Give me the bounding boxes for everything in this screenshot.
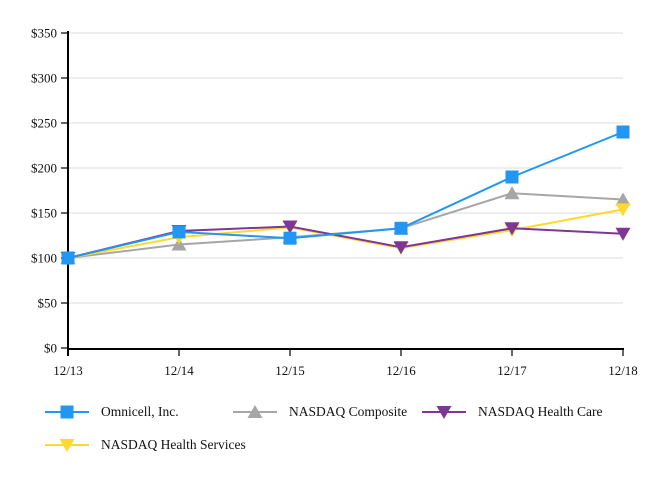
legend-label-nasdaq-composite: NASDAQ Composite bbox=[289, 404, 408, 419]
y-axis-label: $250 bbox=[31, 116, 57, 131]
x-axis-label: 12/18 bbox=[608, 363, 638, 378]
y-axis-label: $100 bbox=[31, 251, 57, 266]
legend-marker-glyph bbox=[233, 405, 277, 418]
x-axis-label: 12/15 bbox=[275, 363, 305, 378]
chart-legend: Omnicell, Inc. NASDAQ Composite NASDAQ H… bbox=[0, 0, 654, 452]
data-point-nasdaq-health-services bbox=[615, 203, 631, 217]
series-line-omnicell-inc bbox=[67, 131, 624, 259]
data-point-omnicell-inc bbox=[283, 231, 297, 245]
legend-marker-glyph bbox=[45, 439, 89, 452]
legend-glyph bbox=[247, 405, 263, 418]
legend-label-omnicell: Omnicell, Inc. bbox=[101, 404, 179, 419]
data-point-nasdaq-composite bbox=[615, 192, 631, 206]
legend-marker-nasdaq-health-services bbox=[45, 437, 89, 453]
legend-glyph bbox=[436, 406, 452, 419]
data-point-omnicell-inc bbox=[505, 170, 519, 184]
y-axis-label: $200 bbox=[31, 161, 57, 176]
legend-marker-glyph bbox=[45, 405, 89, 419]
data-point-omnicell-inc bbox=[394, 221, 408, 235]
series-nasdaq-composite bbox=[60, 186, 631, 264]
x-axis-label: 12/16 bbox=[386, 363, 416, 378]
legend-label-nasdaq-health-services: NASDAQ Health Services bbox=[101, 437, 246, 452]
stock-performance-chart: $0 $50 $100 $150 $200 $250 $300 $350 12/13 12/14 1… bbox=[31, 26, 638, 379]
x-axis-label: 12/14 bbox=[164, 363, 194, 378]
y-axis-label: $50 bbox=[38, 296, 58, 311]
legend-marker-omnicell bbox=[45, 404, 89, 420]
data-point-nasdaq-health-care bbox=[615, 227, 631, 241]
legend-item-omnicell: Omnicell, Inc. bbox=[45, 402, 179, 422]
data-point-nasdaq-health-care bbox=[504, 222, 520, 236]
x-axis-label: 12/13 bbox=[53, 363, 83, 378]
legend-marker-nasdaq-composite bbox=[233, 404, 277, 420]
legend-glyph bbox=[59, 439, 75, 452]
y-axis-label: $350 bbox=[31, 26, 57, 41]
legend-marker-glyph bbox=[422, 406, 466, 419]
data-point-omnicell-inc bbox=[61, 251, 75, 265]
legend-label-nasdaq-health-care: NASDAQ Health Care bbox=[478, 404, 603, 419]
data-point-nasdaq-composite bbox=[504, 186, 520, 200]
y-axis-label: $0 bbox=[44, 341, 57, 356]
data-point-omnicell-inc bbox=[172, 225, 186, 239]
data-point-nasdaq-health-care bbox=[393, 241, 409, 255]
series-omnicell-inc bbox=[61, 125, 630, 265]
legend-glyph bbox=[60, 405, 74, 419]
legend-item-nasdaq-health-care: NASDAQ Health Care bbox=[422, 402, 602, 422]
data-point-omnicell-inc bbox=[616, 125, 630, 139]
legend-item-nasdaq-composite: NASDAQ Composite bbox=[233, 402, 407, 422]
legend-item-nasdaq-health-services: NASDAQ Health Services bbox=[45, 435, 246, 455]
data-point-nasdaq-health-care bbox=[282, 220, 298, 234]
legend-marker-nasdaq-health-care bbox=[422, 404, 466, 420]
y-axis-label: $300 bbox=[31, 71, 57, 86]
x-axis-label: 12/17 bbox=[497, 363, 527, 378]
y-axis-label: $150 bbox=[31, 206, 57, 221]
